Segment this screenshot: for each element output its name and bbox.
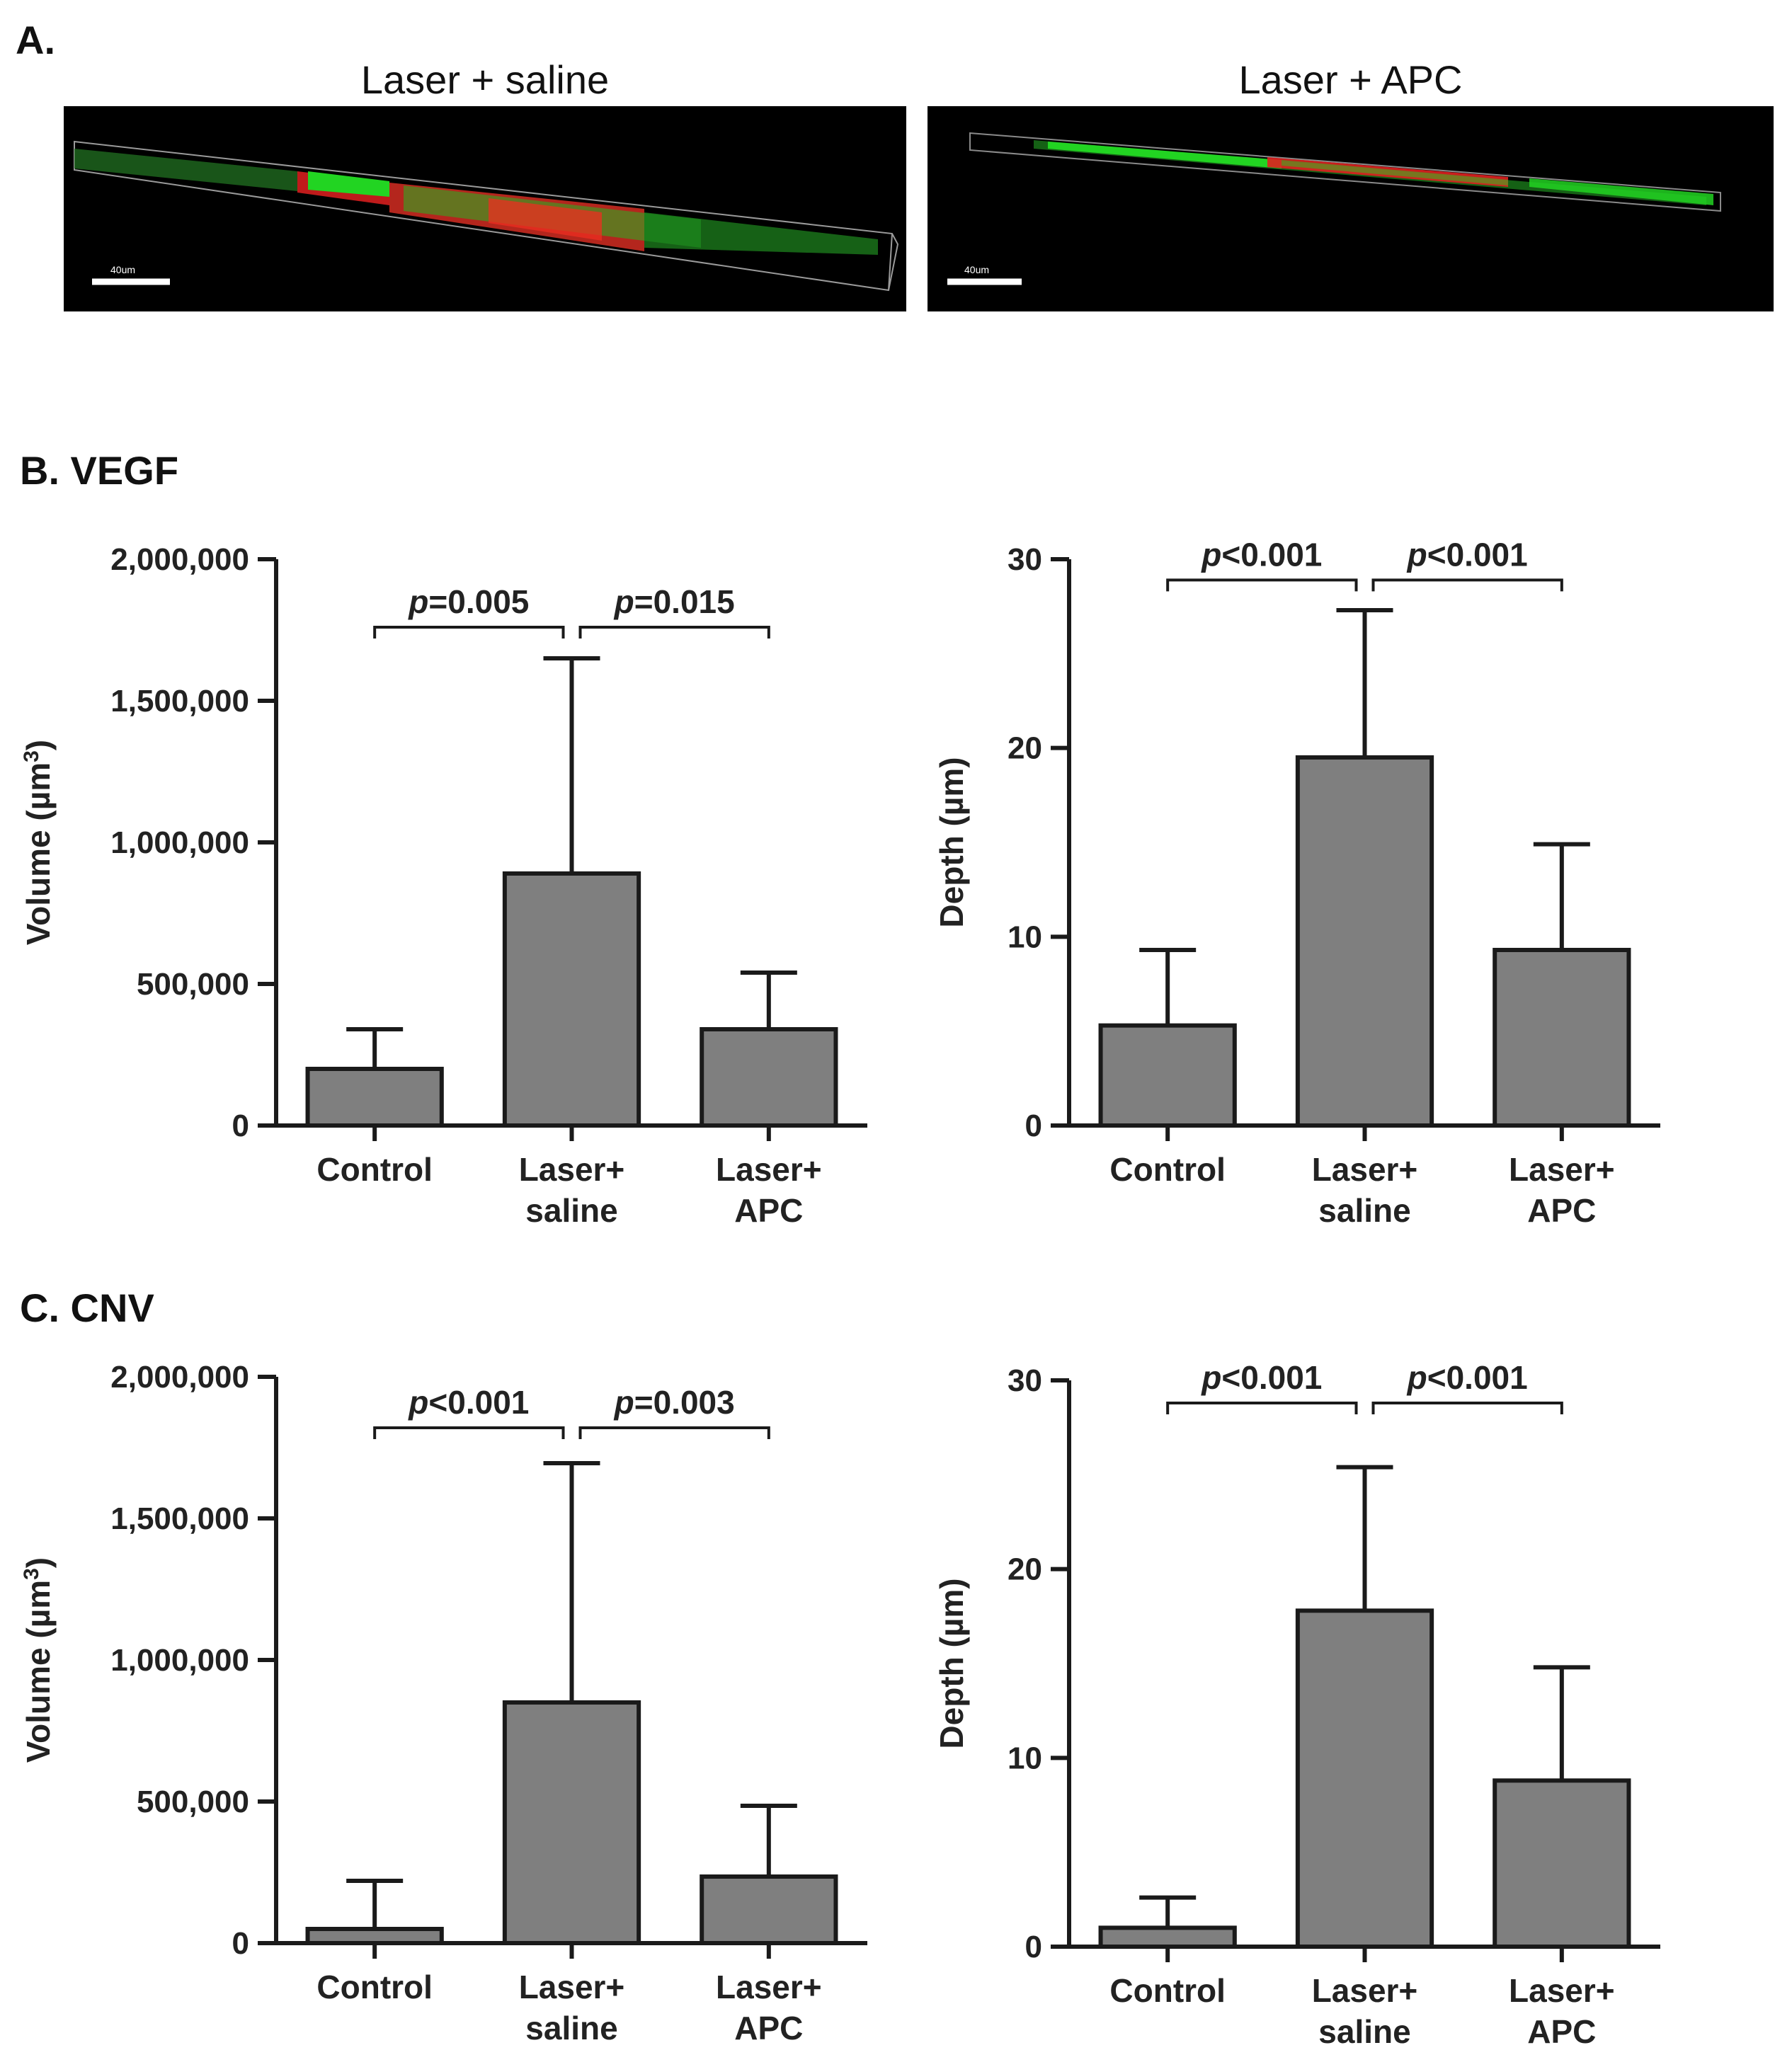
- significance-bracket: [1166, 578, 1358, 592]
- p-value-label: p<0.001: [407, 1384, 529, 1421]
- scale-bar-label-apc: 40um: [964, 264, 989, 275]
- bar: [305, 1067, 444, 1128]
- y-tick-label: 0: [1025, 1109, 1042, 1143]
- y-tick-label: 0: [1025, 1930, 1042, 1964]
- panel-b-label: B. VEGF: [20, 448, 179, 493]
- p-value-label: p=0.015: [613, 583, 735, 620]
- x-tick-label: Control: [1109, 1151, 1226, 1188]
- y-tick-label: 0: [232, 1926, 249, 1961]
- y-axis-label: Volume (µm3): [20, 740, 57, 945]
- x-tick-label: Laser+ saline: [1312, 1151, 1418, 1229]
- significance-bracket: [1371, 1402, 1563, 1414]
- x-tick-label: Laser+ saline: [519, 1151, 625, 1229]
- p-value-label: p=0.003: [613, 1384, 735, 1421]
- y-tick-label: 30: [1008, 542, 1042, 577]
- scale-bar-label-saline: 40um: [110, 264, 135, 275]
- x-tick-label: Laser+ saline: [519, 1969, 625, 2046]
- y-tick-label: 1,500,000: [110, 1501, 249, 1536]
- chart-cnv-depth: 0 10 20 30 Control Laser+ saline Laser+ APC Depth…: [896, 1341, 1792, 2056]
- x-tick-label: Control: [1109, 1972, 1226, 2009]
- significance-bracket: [373, 1426, 565, 1439]
- micrograph-laser-apc: 40um: [928, 106, 1774, 311]
- p-value-label: p=0.005: [407, 583, 529, 620]
- bar: [1493, 948, 1631, 1128]
- y-axis-label: Depth (µm): [933, 1578, 970, 1748]
- chart-svg: 0 10 20 30 Control Laser+ saline Laser+ APC Depth…: [933, 1359, 1660, 2050]
- bar: [502, 1700, 641, 1945]
- chart-cnv-volume: 0 500,000 1,000,000 1,500,000 2,000,000 Contr…: [0, 1341, 896, 2056]
- y-tick-label: 1,000,000: [110, 1643, 249, 1678]
- bar: [1098, 1925, 1237, 1949]
- chart-svg: 0 500,000 1,000,000 1,500,000 2,000,000 Contr…: [20, 1360, 867, 2046]
- y-axis-label: Depth (µm): [933, 757, 970, 927]
- y-tick-label: 1,500,000: [110, 684, 249, 718]
- chart-svg: 0 10 20 30 Control Laser+ saline Laser+ APC Depth…: [933, 536, 1660, 1229]
- y-tick-label: 0: [232, 1109, 249, 1143]
- y-tick-label: 500,000: [137, 1785, 249, 1819]
- chart-svg: 0 500,000 1,000,000 1,500,000 2,000,000 Contr…: [20, 542, 867, 1229]
- y-tick-label: 20: [1008, 731, 1042, 766]
- bar: [700, 1874, 838, 1945]
- p-value-label: p<0.001: [1200, 536, 1322, 573]
- bar: [1295, 1608, 1434, 1949]
- y-tick-label: 1,000,000: [110, 825, 249, 860]
- bar: [1098, 1023, 1237, 1128]
- panel-a-label: A.: [16, 18, 55, 62]
- y-tick-label: 10: [1008, 1741, 1042, 1775]
- x-tick-label: Laser+ APC: [716, 1151, 822, 1229]
- significance-bracket: [578, 626, 770, 639]
- y-tick-label: 2,000,000: [110, 542, 249, 577]
- image-title-apc: Laser + APC: [1238, 57, 1463, 102]
- significance-bracket: [373, 626, 565, 639]
- x-tick-label: Laser+ APC: [1509, 1151, 1615, 1229]
- x-tick-label: Laser+ APC: [1509, 1972, 1615, 2050]
- p-value-label: p<0.001: [1406, 536, 1528, 573]
- bar: [700, 1027, 838, 1128]
- y-tick-label: 10: [1008, 920, 1042, 954]
- p-value-label: p<0.001: [1406, 1359, 1528, 1396]
- y-tick-label: 30: [1008, 1363, 1042, 1398]
- significance-bracket: [1371, 578, 1563, 592]
- chart-vegf-volume: 0 500,000 1,000,000 1,500,000 2,000,000 Contr…: [0, 524, 896, 1239]
- x-tick-label: Laser+ APC: [716, 1969, 822, 2046]
- chart-vegf-depth: 0 10 20 30 Control Laser+ saline Laser+ APC Depth…: [896, 524, 1792, 1239]
- bar: [1493, 1778, 1631, 1949]
- panel-c-label: C. CNV: [20, 1286, 154, 1330]
- y-axis-label: Volume (µm3): [20, 1557, 57, 1763]
- significance-bracket: [1166, 1402, 1358, 1414]
- image-title-saline: Laser + saline: [360, 57, 610, 102]
- y-tick-label: 20: [1008, 1552, 1042, 1587]
- y-tick-label: 2,000,000: [110, 1360, 249, 1395]
- x-tick-label: Laser+ saline: [1312, 1972, 1418, 2050]
- bar: [502, 871, 641, 1128]
- x-tick-label: Control: [316, 1969, 433, 2005]
- x-tick-label: Control: [316, 1151, 433, 1188]
- significance-bracket: [578, 1426, 770, 1439]
- micrograph-laser-saline: 40um: [64, 106, 906, 311]
- bar: [1295, 755, 1434, 1128]
- p-value-label: p<0.001: [1200, 1359, 1322, 1396]
- y-tick-label: 500,000: [137, 967, 249, 1002]
